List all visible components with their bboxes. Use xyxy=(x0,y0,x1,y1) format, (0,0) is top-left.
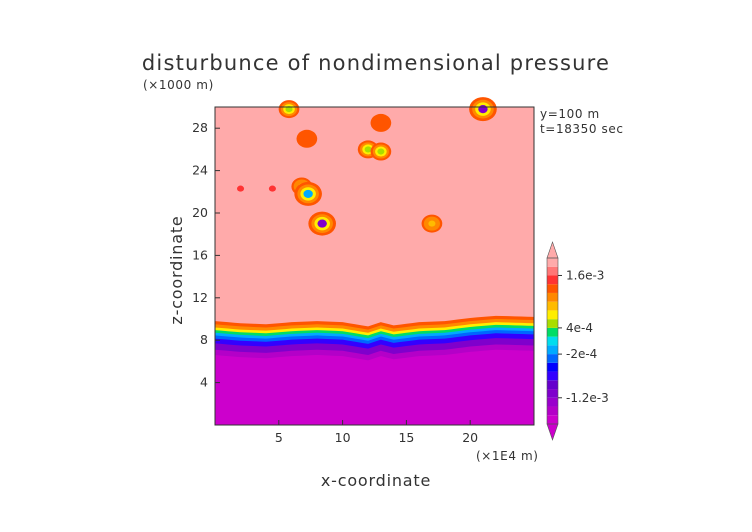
colorbar-swatch xyxy=(547,266,558,276)
feature-10-ring-3 xyxy=(237,185,245,192)
feature-9-ring-3 xyxy=(478,105,488,114)
colorbar-swatch xyxy=(547,354,558,363)
colorbar-swatch xyxy=(547,292,558,302)
x-tick-label: 10 xyxy=(335,430,351,445)
colorbar-label: -2e-4 xyxy=(566,347,597,361)
colorbar-swatch xyxy=(547,371,558,381)
x-unit-label: (×1E4 m) xyxy=(476,449,539,463)
colorbar-min-arrow xyxy=(546,423,559,441)
plot-area xyxy=(214,97,535,426)
x-axis: 5 10 15 20 xyxy=(275,420,478,445)
plot-frame xyxy=(214,106,535,426)
colorbar-label: 4e-4 xyxy=(566,321,593,335)
colorbar-frame xyxy=(546,257,559,425)
colorbar-swatch xyxy=(547,258,558,267)
colorbar-swatch xyxy=(547,275,558,285)
y-axis: 4 8 12 16 20 24 28 xyxy=(192,120,220,390)
colorbar-swatch xyxy=(547,397,558,407)
info-y: y=100 m xyxy=(540,107,600,121)
y-tick-label: 20 xyxy=(192,205,208,220)
y-axis-title: z-coordinate xyxy=(167,215,186,324)
colorbar-swatch xyxy=(547,301,558,311)
x-tick-label: 20 xyxy=(462,430,478,445)
colorbar-label: -1.2e-3 xyxy=(566,391,609,405)
feature-6-ring-3 xyxy=(377,148,385,155)
lower-layer xyxy=(215,349,534,425)
x-tick-label: 5 xyxy=(275,430,283,445)
colorbar-max-arrow xyxy=(546,241,559,259)
colorbar-swatch xyxy=(547,284,558,293)
colorbar-swatch xyxy=(547,362,558,372)
y-tick-label: 28 xyxy=(192,120,208,135)
colorbar-swatch xyxy=(547,345,558,355)
y-tick-label: 24 xyxy=(192,163,208,178)
colorbar-swatch xyxy=(547,319,558,328)
x-axis-title: x-coordinate xyxy=(321,471,431,490)
y-tick-label: 4 xyxy=(200,375,208,390)
y-tick-label: 16 xyxy=(192,247,208,262)
colorbar-swatch xyxy=(547,327,558,337)
y-tick-label: 8 xyxy=(200,332,208,347)
colorbar: 1.6e-3 4e-4 -2e-4 -1.2e-3 xyxy=(546,241,609,441)
colorbar-swatch xyxy=(547,336,558,346)
y-unit-label: (×1000 m) xyxy=(143,78,214,92)
info-time: t=18350 sec xyxy=(540,122,624,136)
chart-title: disturbunce of nondimensional pressure xyxy=(142,51,610,75)
colorbar-label: 1.6e-3 xyxy=(566,268,604,282)
feature-5-ring-3 xyxy=(364,146,372,153)
colorbar-swatch xyxy=(547,310,558,320)
colorbar-swatch xyxy=(547,380,558,390)
y-tick-label: 12 xyxy=(192,290,208,305)
feature-3-ring-3 xyxy=(303,189,313,198)
heatmap-field xyxy=(215,97,534,425)
feature-7-ring-3 xyxy=(377,119,385,126)
colorbar-swatch xyxy=(547,389,558,398)
feature-4-ring-3 xyxy=(317,219,327,228)
feature-0-ring-3 xyxy=(285,106,293,113)
feature-1-ring-3 xyxy=(303,135,311,142)
feature-11-ring-3 xyxy=(268,185,276,192)
x-tick-label: 15 xyxy=(398,430,414,445)
colorbar-swatch xyxy=(547,406,558,416)
colorbar-swatch xyxy=(547,415,558,424)
feature-8-ring-3 xyxy=(428,220,436,227)
